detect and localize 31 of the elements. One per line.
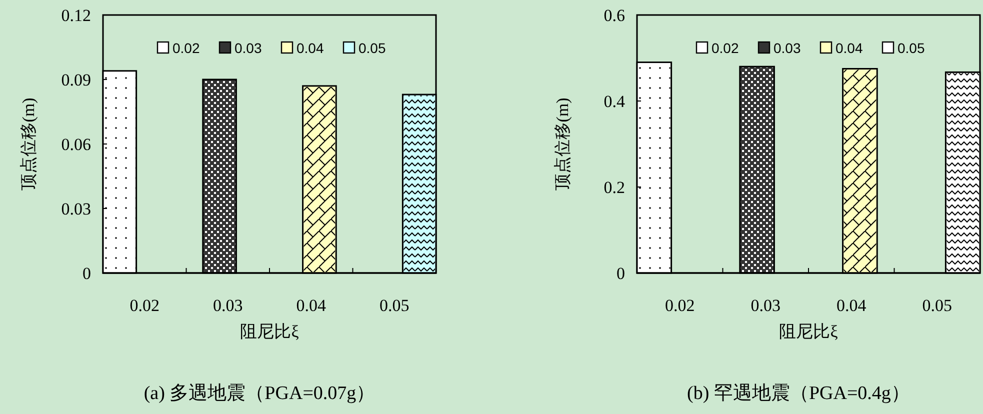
x-tick-label: 0.03 [750,296,780,315]
y-tick-label: 0.4 [604,92,626,111]
legend-label: 0.04 [296,40,324,56]
y-tick-label: 0.09 [61,70,91,90]
y-tick-label: 0.03 [61,199,91,218]
legend-label: 0.02 [712,40,739,56]
y-axis-title: 顶点位移(m) [18,98,38,190]
y-tick-label: 0.12 [61,6,91,25]
legend-label: 0.03 [774,40,801,56]
text: (b) 罕遇地震（PGA=0.4g） [687,383,910,404]
x-tick-label: 0.02 [130,296,160,315]
legend-label: 0.05 [358,40,386,56]
legend-label: 0.03 [234,40,262,56]
x-tick-label: 0.04 [296,296,326,315]
x-tick-label: 0.05 [922,296,952,315]
legend-label: 0.05 [898,40,925,56]
y-axis-title: 顶点位移(m) [552,98,572,190]
legend-label: 0.04 [836,40,863,56]
x-axis-title: 阻尼比ξ [779,322,838,341]
x-axis-title: 阻尼比ξ [240,322,300,341]
y-tick-label: 0 [616,264,625,283]
x-tick-label: 0.03 [213,296,243,315]
y-tick-label: 0 [82,264,91,283]
legend-label: 0.02 [172,40,200,56]
x-tick-label: 0.02 [665,296,695,315]
y-tick-label: 0.2 [604,178,625,197]
text: (a) 多遇地震（PGA=0.07g） [144,383,376,404]
y-tick-label: 0.6 [604,6,625,25]
x-tick-label: 0.05 [380,296,410,315]
x-tick-label: 0.04 [836,296,867,315]
y-tick-label: 0.06 [61,134,91,154]
